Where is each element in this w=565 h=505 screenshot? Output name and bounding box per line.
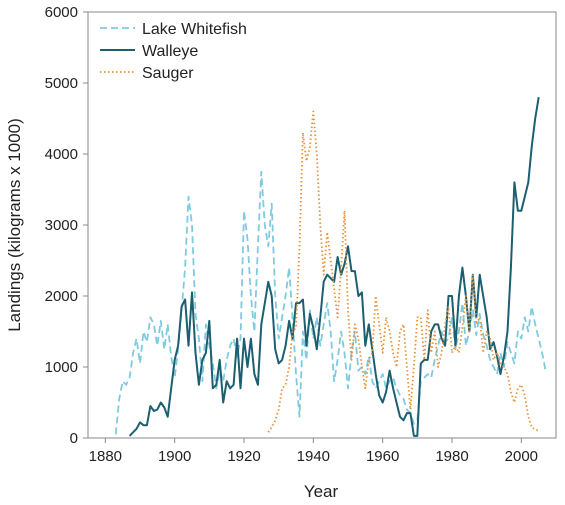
y-tick-label: 2000	[45, 288, 78, 305]
x-tick-label: 1940	[297, 448, 330, 465]
legend-label: Sauger	[142, 65, 194, 82]
y-axis-label: Landings (kilograms x 1000)	[5, 118, 24, 332]
y-tick-label: 0	[70, 430, 78, 447]
x-tick-label: 2000	[505, 448, 538, 465]
y-tick-label: 6000	[45, 4, 78, 21]
y-tick-label: 1000	[45, 359, 78, 376]
series-line-lake-whitefish	[114, 170, 547, 435]
series-layer	[114, 97, 547, 437]
y-tick-label: 4000	[45, 146, 78, 163]
legend-label: Lake Whitefish	[142, 21, 247, 38]
series-line-sauger	[267, 110, 540, 433]
y-tick-label: 3000	[45, 217, 78, 234]
legend-label: Walleye	[142, 43, 198, 60]
series-line-walleye	[128, 97, 540, 437]
x-axis-label: Year	[304, 482, 339, 501]
y-tick-label: 5000	[45, 75, 78, 92]
legend: Lake Whitefish Walleye Sauger	[100, 21, 247, 82]
x-tick-label: 1980	[435, 448, 468, 465]
x-tick-label: 1900	[158, 448, 191, 465]
x-tick-label: 1960	[366, 448, 399, 465]
plot-area: 1880 1900 1920 1940 1960 1980 2000 0 1000 2000 300…	[45, 4, 557, 465]
x-tick-label: 1880	[89, 448, 122, 465]
x-tick-label: 1920	[227, 448, 260, 465]
